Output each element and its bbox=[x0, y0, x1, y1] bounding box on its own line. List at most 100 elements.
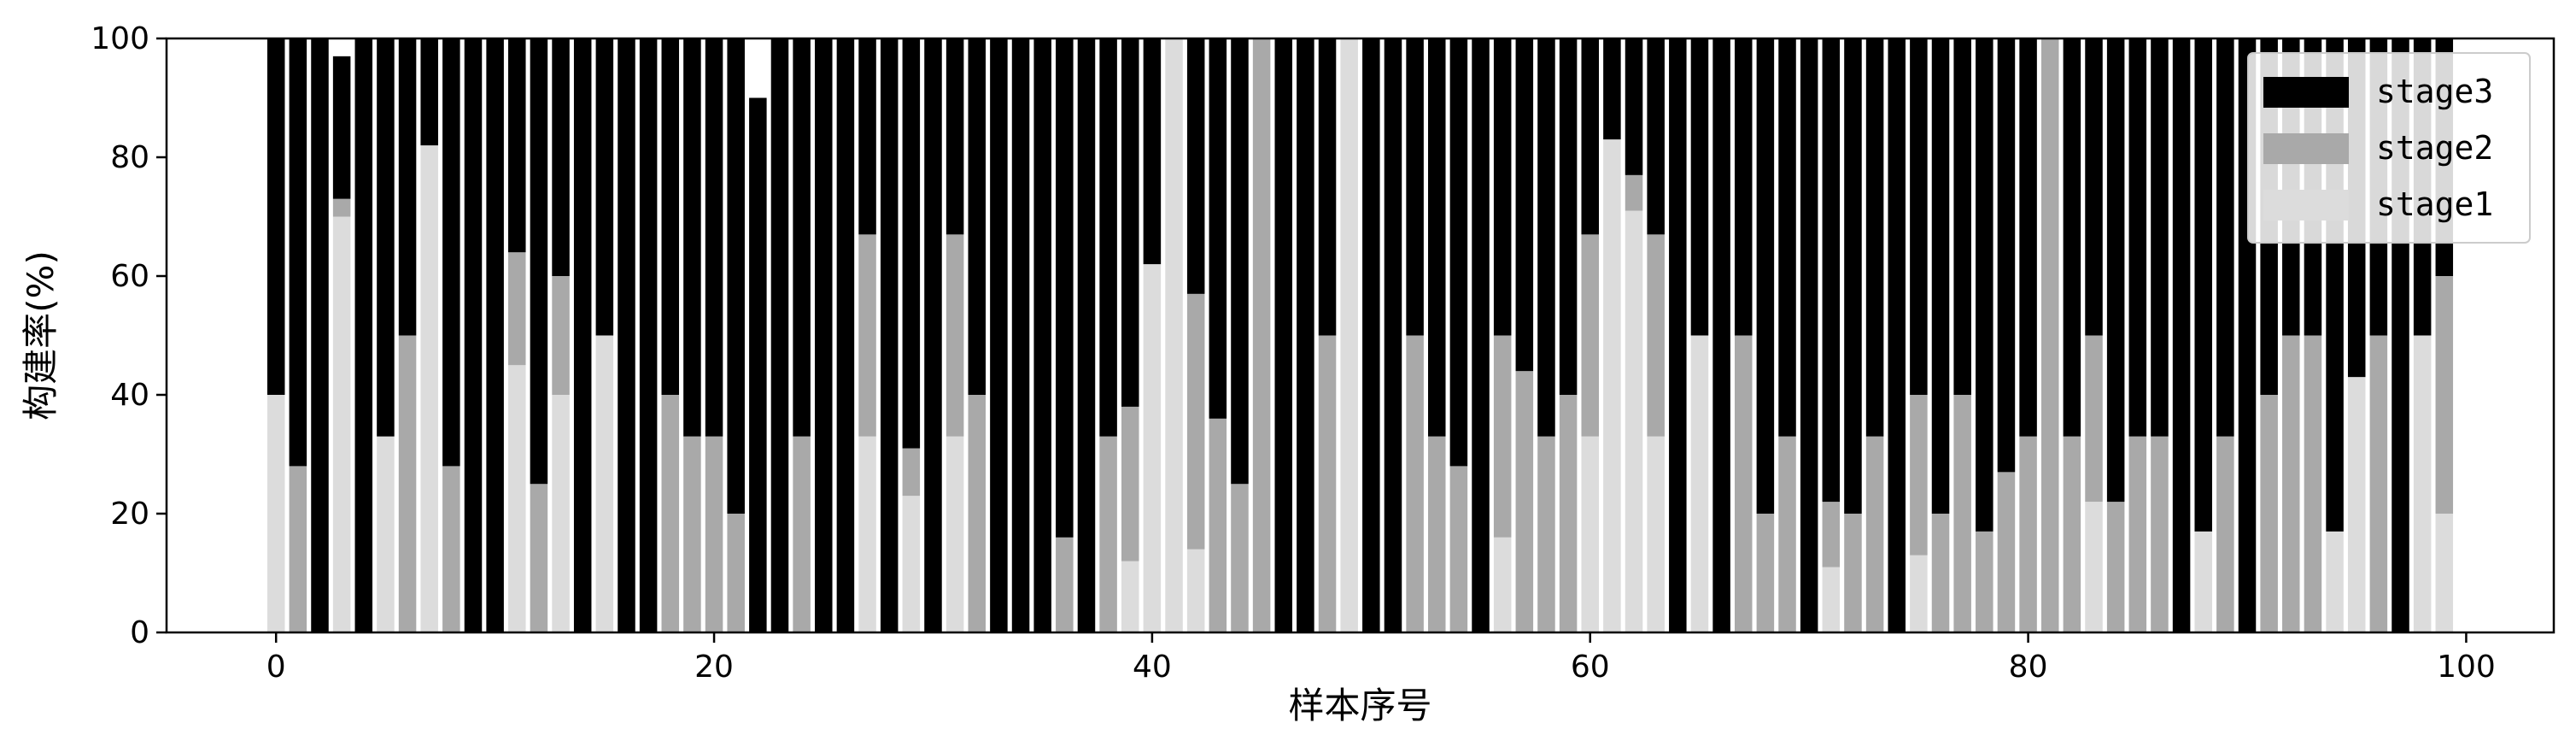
bar-stage3-1 bbox=[289, 38, 307, 467]
bar-stage2-73 bbox=[1865, 436, 1884, 632]
bar-stage3-67 bbox=[1734, 38, 1753, 336]
bar-stage1-49 bbox=[1340, 38, 1358, 632]
bar-stage2-19 bbox=[683, 436, 701, 632]
bar-stage2-91 bbox=[2260, 395, 2278, 632]
bar-stage3-52 bbox=[1406, 38, 1424, 336]
bar-stage1-5 bbox=[377, 436, 395, 632]
bar-stage2-31 bbox=[946, 234, 964, 437]
bar-stage3-79 bbox=[1997, 38, 2016, 473]
bar-stage1-83 bbox=[2085, 502, 2103, 632]
bar-stage3-3 bbox=[332, 56, 351, 199]
bar-stage3-53 bbox=[1427, 38, 1446, 437]
bar-stage2-58 bbox=[1537, 436, 1555, 632]
bar-stage3-74 bbox=[1888, 38, 1906, 632]
bar-stage3-31 bbox=[946, 38, 964, 235]
bar-stage1-42 bbox=[1186, 549, 1205, 632]
y-axis-ticks: 0 20 40 60 80 100 bbox=[91, 21, 167, 650]
bar-stage3-9 bbox=[464, 38, 483, 632]
bar-stage3-44 bbox=[1231, 38, 1249, 485]
bar-stage3-17 bbox=[639, 38, 658, 632]
bars-layer bbox=[266, 38, 2454, 633]
bar-stage3-16 bbox=[618, 38, 635, 632]
bar-stage3-59 bbox=[1559, 38, 1578, 395]
x-tick-label: 40 bbox=[1133, 650, 1172, 685]
bar-stage2-63 bbox=[1647, 234, 1665, 437]
bar-stage2-60 bbox=[1581, 234, 1599, 437]
x-tick-label: 80 bbox=[2009, 650, 2048, 685]
bar-stage2-20 bbox=[705, 436, 723, 632]
y-tick-label: 80 bbox=[110, 140, 149, 175]
bar-stage3-7 bbox=[420, 38, 438, 146]
x-axis-ticks: 0 20 40 60 80 100 bbox=[266, 632, 2496, 685]
bar-stage2-43 bbox=[1209, 418, 1227, 632]
bar-stage2-93 bbox=[2304, 335, 2322, 632]
bar-stage1-31 bbox=[946, 436, 964, 632]
bar-stage1-7 bbox=[420, 145, 438, 633]
bar-stage3-61 bbox=[1603, 38, 1621, 140]
bar-stage2-1 bbox=[289, 466, 307, 632]
bar-stage3-65 bbox=[1690, 38, 1709, 336]
bar-stage2-67 bbox=[1734, 335, 1753, 632]
bar-stage2-24 bbox=[793, 436, 811, 632]
bar-stage3-77 bbox=[1953, 38, 1971, 395]
legend-label-stage3: stage3 bbox=[2376, 73, 2493, 110]
x-tick-label: 60 bbox=[1571, 650, 1610, 685]
bar-stage2-86 bbox=[2151, 436, 2169, 632]
bar-stage2-18 bbox=[661, 395, 680, 632]
plot-frame bbox=[165, 37, 2556, 634]
bar-stage2-39 bbox=[1121, 406, 1139, 562]
bar-stage3-51 bbox=[1384, 38, 1402, 632]
bar-stage2-89 bbox=[2216, 436, 2234, 632]
bar-stage3-64 bbox=[1669, 38, 1687, 632]
bar-stage1-98 bbox=[2413, 335, 2432, 632]
bar-stage2-83 bbox=[2085, 335, 2103, 503]
bar-stage3-8 bbox=[442, 38, 460, 467]
y-tick-label: 0 bbox=[130, 615, 149, 650]
bar-stage3-58 bbox=[1537, 38, 1555, 437]
bar-stage2-75 bbox=[1910, 395, 1928, 556]
bar-stage1-88 bbox=[2194, 531, 2212, 632]
bar-stage3-23 bbox=[770, 38, 789, 632]
bar-stage3-60 bbox=[1581, 38, 1599, 235]
bar-stage1-62 bbox=[1625, 210, 1643, 633]
bar-stage1-99 bbox=[2435, 514, 2454, 632]
bar-stage3-32 bbox=[968, 38, 986, 395]
bar-stage3-46 bbox=[1274, 38, 1293, 632]
bar-stage1-94 bbox=[2326, 531, 2344, 632]
bar-stage1-71 bbox=[1822, 567, 1841, 632]
bar-stage3-26 bbox=[836, 38, 855, 632]
bar-stage2-79 bbox=[1997, 472, 2016, 632]
y-tick-label: 40 bbox=[110, 378, 149, 413]
bar-stage3-62 bbox=[1625, 38, 1643, 175]
bar-stage2-13 bbox=[552, 276, 570, 395]
bar-stage1-61 bbox=[1603, 139, 1621, 632]
bar-stage1-75 bbox=[1910, 555, 1928, 632]
bar-stage2-45 bbox=[1252, 38, 1271, 632]
bar-stage3-86 bbox=[2151, 38, 2169, 437]
bar-stage2-92 bbox=[2282, 335, 2300, 632]
bar-stage2-8 bbox=[442, 466, 460, 632]
bar-stage3-78 bbox=[1976, 38, 1993, 532]
bar-stage1-65 bbox=[1690, 335, 1709, 632]
bar-stage3-70 bbox=[1800, 38, 1818, 632]
bar-stage3-2 bbox=[311, 38, 329, 632]
bar-stage3-14 bbox=[573, 38, 592, 632]
bar-stage3-68 bbox=[1756, 38, 1775, 514]
bar-stage3-5 bbox=[377, 38, 395, 437]
bar-stage2-68 bbox=[1756, 514, 1775, 632]
bar-stage3-35 bbox=[1033, 38, 1051, 632]
bar-stage1-27 bbox=[858, 436, 876, 632]
bar-stage1-56 bbox=[1493, 537, 1512, 632]
bar-stage3-71 bbox=[1822, 38, 1841, 503]
bar-stage3-57 bbox=[1515, 38, 1534, 372]
legend-swatch-stage3 bbox=[2263, 77, 2349, 108]
bar-stage3-82 bbox=[2063, 38, 2081, 437]
bar-stage3-22 bbox=[749, 97, 767, 632]
bar-stage3-80 bbox=[2019, 38, 2037, 437]
bar-stage2-54 bbox=[1449, 466, 1468, 632]
bar-stage2-29 bbox=[902, 448, 921, 497]
bar-stage3-89 bbox=[2216, 38, 2234, 437]
bar-stage2-56 bbox=[1493, 335, 1512, 538]
bar-stage2-44 bbox=[1231, 484, 1249, 632]
